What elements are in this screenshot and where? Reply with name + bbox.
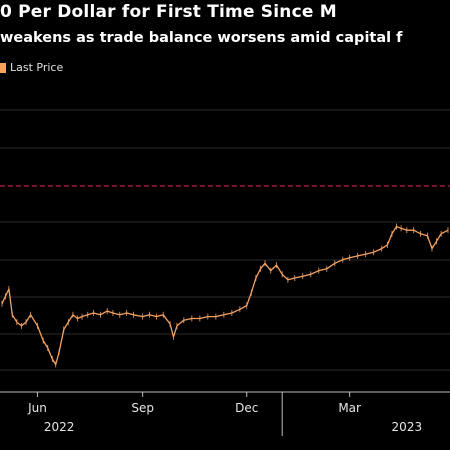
x-tick-label: Sep [131,401,154,415]
legend-label: Last Price [10,61,64,74]
chart-title: 0 Per Dollar for First Time Since M [0,2,337,22]
x-tick-label: Jun [27,401,47,415]
legend: Last Price [0,61,63,74]
x-tick-label: Mar [338,401,361,415]
x-tick-label: Dec [235,401,258,415]
x-year-label: 2022 [44,420,75,434]
gridlines [0,109,450,371]
legend-swatch [0,62,6,73]
series-line [1,225,449,366]
x-axis: Jun Sep Dec Mar 2022 2023 [0,391,450,436]
chart-subtitle: weakens as trade balance worsens amid ca… [0,30,403,46]
series-group [1,223,449,368]
x-year-label: 2023 [392,420,423,434]
